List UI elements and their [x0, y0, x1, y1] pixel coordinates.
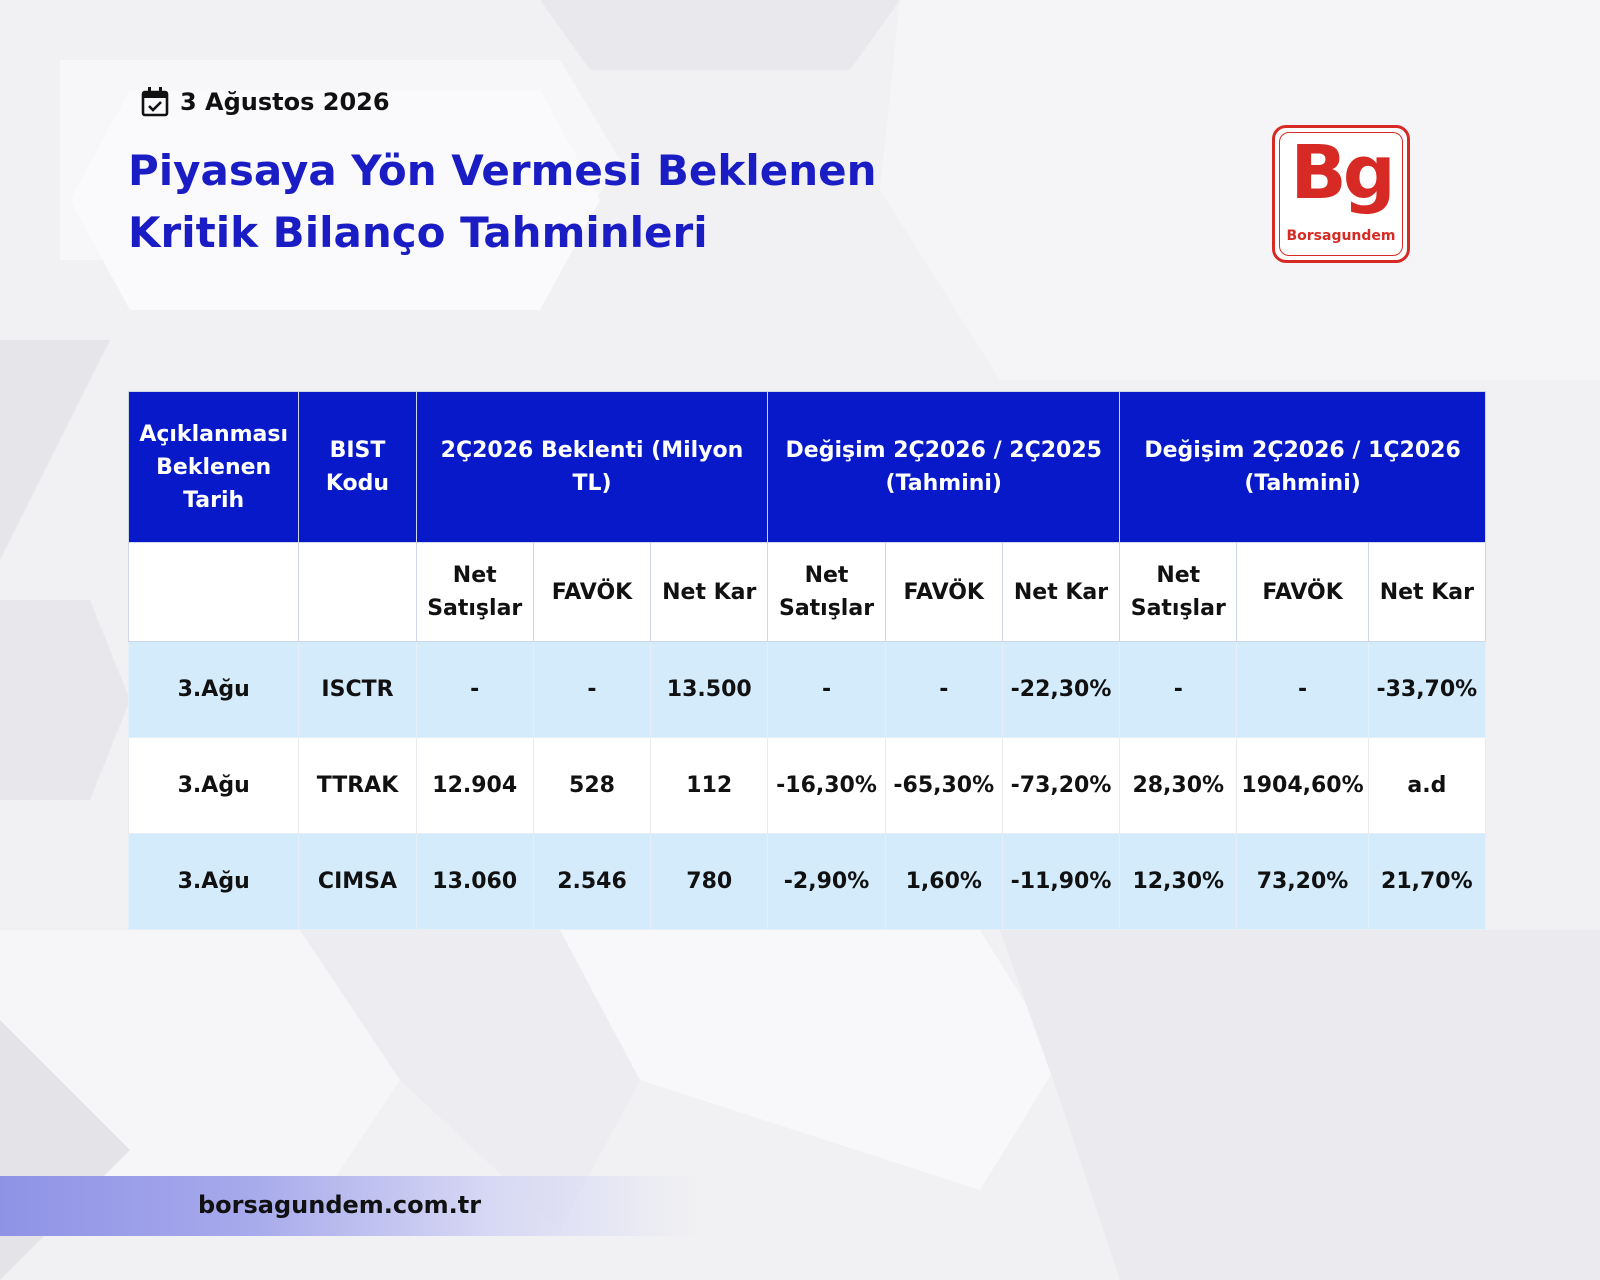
table-cell: - [1236, 641, 1369, 738]
sub-header-cell: FAVÖK [1236, 542, 1369, 642]
table-cell: -33,70% [1367, 641, 1487, 738]
table-cell: - [1119, 641, 1238, 738]
table-cell: 1,60% [884, 833, 1003, 930]
header-qoq-change: Değişim 2Ç2026 / 1Ç2026 (Tahmini) [1119, 391, 1486, 543]
table-cell: 73,20% [1236, 833, 1369, 930]
borsagundem-logo: Bg Borsagundem [1272, 125, 1410, 263]
table-cell: CIMSA [298, 833, 417, 930]
footer-website-link[interactable]: borsagundem.com.tr [198, 1191, 482, 1219]
table-cell: 3.Ağu [127, 833, 300, 930]
table-cell: -65,30% [884, 737, 1003, 834]
table-cell: -73,20% [1001, 737, 1121, 834]
table-group-header: Açıklanması Beklenen Tarih BIST Kodu 2Ç2… [127, 391, 1486, 543]
header-code: BIST Kodu [298, 391, 417, 543]
page-title: Piyasaya Yön Vermesi Beklenen Kritik Bil… [128, 140, 877, 264]
sub-header-cell: FAVÖK [884, 542, 1003, 642]
title-line-2: Kritik Bilanço Tahminleri [128, 208, 708, 257]
table-cell: - [767, 641, 886, 738]
table-cell: 112 [650, 737, 769, 834]
table-cell: 3.Ağu [127, 641, 300, 738]
table-row: 3.Ağu TTRAK 12.904 528 112 -16,30% -65,3… [127, 737, 1487, 834]
table-cell: - [532, 641, 652, 738]
calendar-icon [141, 87, 169, 117]
sub-header-cell: Net Kar [650, 542, 769, 642]
table-cell: - [884, 641, 1003, 738]
table-cell: -2,90% [767, 833, 886, 930]
table-cell: a.d [1367, 737, 1487, 834]
table-cell: 12,30% [1119, 833, 1238, 930]
sub-header-empty [298, 542, 417, 642]
report-date: 3 Ağustos 2026 [180, 88, 390, 116]
sub-header-cell: FAVÖK [532, 542, 652, 642]
sub-header-empty [127, 542, 300, 642]
table-cell: 528 [532, 737, 652, 834]
table-cell: TTRAK [298, 737, 417, 834]
logo-mark: Bg [1290, 130, 1395, 216]
table-cell: - [415, 641, 534, 738]
table-cell: 12.904 [415, 737, 534, 834]
table-sub-header: Net Satışlar FAVÖK Net Kar Net Satışlar … [127, 542, 1487, 642]
table-cell: 13.060 [415, 833, 534, 930]
sub-header-cell: Net Satışlar [415, 542, 534, 642]
table-cell: 780 [650, 833, 769, 930]
sub-header-cell: Net Satışlar [1119, 542, 1238, 642]
table-cell: 1904,60% [1236, 737, 1369, 834]
table-cell: -11,90% [1001, 833, 1121, 930]
sub-header-cell: Net Satışlar [767, 542, 886, 642]
table-row: 3.Ağu ISCTR - - 13.500 - - -22,30% - - -… [127, 641, 1487, 738]
sub-header-cell: Net Kar [1001, 542, 1121, 642]
table-cell: 28,30% [1119, 737, 1238, 834]
date-row: 3 Ağustos 2026 [140, 86, 390, 118]
table-cell: 3.Ağu [127, 737, 300, 834]
table-cell: -22,30% [1001, 641, 1121, 738]
logo-name: Borsagundem [1286, 228, 1396, 244]
table-row: 3.Ağu CIMSA 13.060 2.546 780 -2,90% 1,60… [127, 833, 1487, 930]
header-yoy-change: Değişim 2Ç2026 / 2Ç2025 (Tahmini) [767, 391, 1121, 543]
title-line-1: Piyasaya Yön Vermesi Beklenen [128, 146, 877, 195]
table-cell: 21,70% [1367, 833, 1487, 930]
header-expectation: 2Ç2026 Beklenti (Milyon TL) [415, 391, 769, 543]
table-cell: -16,30% [767, 737, 886, 834]
table-cell: 13.500 [650, 641, 769, 738]
header-date: Açıklanması Beklenen Tarih [127, 391, 300, 543]
logo-frame [1279, 132, 1403, 256]
sub-header-cell: Net Kar [1367, 542, 1487, 642]
earnings-table: Açıklanması Beklenen Tarih BIST Kodu 2Ç2… [127, 391, 1487, 930]
table-cell: ISCTR [298, 641, 417, 738]
table-cell: 2.546 [532, 833, 652, 930]
footer-band [0, 1176, 700, 1236]
